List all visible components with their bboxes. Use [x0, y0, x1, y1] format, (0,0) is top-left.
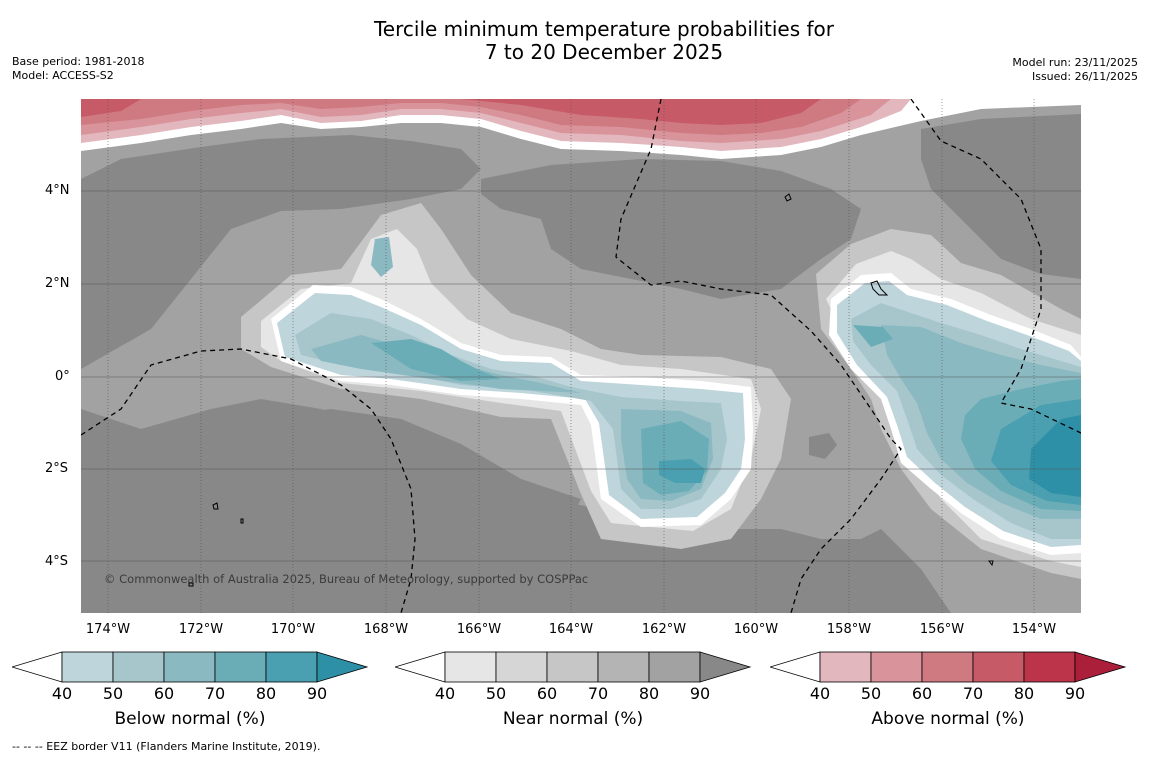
island-north: [784, 193, 792, 202]
colorbar-below-normal: [12, 651, 369, 683]
title-line-1: Tercile minimum temperature probabilitie…: [373, 17, 835, 41]
below-normal-80-west: [371, 339, 709, 495]
below-normal-small-island-blob: [371, 237, 393, 277]
cbar-near-tick-90: 90: [689, 684, 711, 703]
cbar-above-label: Above normal (%): [871, 709, 1025, 729]
cbar-below-label: Below normal (%): [114, 709, 266, 729]
below-colorbar-high-extend: [316, 651, 369, 683]
cbar-below-tick-70: 70: [204, 684, 226, 703]
below-normal-90plus-east: [1029, 415, 1081, 497]
cbar-above-tick-80: 80: [1013, 684, 1035, 703]
above-colorbar-high-extend: [1074, 651, 1127, 683]
lon-label-160w: 160°W: [733, 622, 779, 637]
title-line-2: 7 to 20 December 2025: [484, 40, 724, 64]
below-colorbar-segment-5: [265, 651, 318, 683]
cbar-near-tick-80: 80: [638, 684, 660, 703]
cbar-below-tick-60: 60: [153, 684, 175, 703]
lon-label-170w: 170°W: [270, 622, 316, 637]
above-colorbar-segment-2: [870, 651, 923, 683]
island-southwest-2: [240, 518, 244, 524]
near-normal-90-north-east: [921, 114, 1081, 279]
below-colorbar-segment-4: [214, 651, 267, 683]
eez-border-center: [615, 99, 902, 613]
cbar-near-label: Near normal (%): [502, 709, 644, 729]
islands: [188, 193, 994, 587]
near-normal-90-center-south: [211, 409, 581, 519]
lon-label-162w: 162°W: [641, 622, 687, 637]
lat-label-4s: 4°S: [45, 554, 69, 569]
eez-border-east: [910, 99, 1081, 434]
cbar-near-tick-50: 50: [485, 684, 507, 703]
near-colorbar-segment-5: [648, 651, 701, 683]
colorbar-near-normal: [395, 651, 752, 683]
above-colorbar-low-extend: [770, 651, 821, 683]
near-normal-90-north-west: [81, 135, 481, 369]
below-colorbar-segment-3: [163, 651, 216, 683]
below-normal-90-west: [659, 459, 705, 483]
cbar-above-tick-50: 50: [860, 684, 882, 703]
eez-footnote: -- -- -- EEZ border V11 (Flanders Marine…: [12, 740, 321, 753]
near-colorbar-segment-1: [444, 651, 497, 683]
eez-border-west: [81, 348, 416, 613]
cbar-near-tick-40: 40: [434, 684, 456, 703]
near-colorbar-segment-4: [597, 651, 650, 683]
meta-left: Base period: 1981-2018 Model: ACCESS-S2: [12, 55, 144, 83]
lon-label-164w: 164°W: [548, 622, 594, 637]
below-colorbar-segment-2: [112, 651, 165, 683]
near-normal-90-patch: [809, 433, 837, 459]
cbar-below-tick-40: 40: [51, 684, 73, 703]
island-southwest-1: [212, 502, 219, 510]
copyright-notice: © Commonwealth of Australia 2025, Bureau…: [104, 572, 589, 586]
near-normal-90-north-center: [481, 159, 861, 299]
cbar-below-tick-50: 50: [102, 684, 124, 703]
island-southeast: [988, 560, 994, 567]
lat-label-0: 0°: [55, 369, 70, 384]
cbar-near-tick-60: 60: [536, 684, 558, 703]
near-colorbar-high-extend: [699, 651, 752, 683]
cbar-near-tick-70: 70: [587, 684, 609, 703]
above-colorbar-segment-5: [1023, 651, 1076, 683]
model-run: Model run: 23/11/2025: [1012, 56, 1138, 69]
above-normal-80: [81, 99, 821, 125]
above-colorbar-segment-4: [972, 651, 1025, 683]
model-name: Model: ACCESS-S2: [12, 69, 114, 82]
near-colorbar-low-extend: [395, 651, 446, 683]
lon-label-172w: 172°W: [178, 622, 224, 637]
cbar-above-tick-40: 40: [809, 684, 831, 703]
lon-label-174w: 174°W: [85, 622, 131, 637]
issued-date: Issued: 26/11/2025: [1031, 70, 1138, 83]
gridlines: [81, 99, 1081, 613]
below-colorbar-segment-1: [61, 651, 114, 683]
meta-right: Model run: 23/11/2025 Issued: 26/11/2025: [1012, 56, 1138, 84]
lat-label-2n: 2°N: [45, 276, 70, 291]
lat-label-4n: 4°N: [45, 183, 70, 198]
base-period: Base period: 1981-2018: [12, 55, 145, 68]
near-colorbar-segment-3: [546, 651, 599, 683]
cbar-above-tick-70: 70: [962, 684, 984, 703]
lon-label-166w: 166°W: [456, 622, 502, 637]
island-south: [188, 582, 194, 587]
below-colorbar-low-extend: [12, 651, 63, 683]
lon-label-154w: 154°W: [1011, 622, 1057, 637]
cbar-above-tick-90: 90: [1064, 684, 1086, 703]
colorbar-above-normal: [770, 651, 1127, 683]
lon-label-158w: 158°W: [826, 622, 872, 637]
lon-label-168w: 168°W: [363, 622, 409, 637]
lat-label-2s: 2°S: [45, 461, 69, 476]
near-colorbar-segment-2: [495, 651, 548, 683]
island-christmas: [870, 280, 889, 296]
eez-borders: [81, 99, 1081, 613]
cbar-above-tick-60: 60: [911, 684, 933, 703]
cbar-below-tick-90: 90: [306, 684, 328, 703]
lon-label-156w: 156°W: [919, 622, 965, 637]
probability-map: [81, 99, 1081, 613]
above-colorbar-segment-3: [921, 651, 974, 683]
cbar-below-tick-80: 80: [255, 684, 277, 703]
above-colorbar-segment-1: [819, 651, 872, 683]
map-title: Tercile minimum temperature probabilitie…: [0, 18, 1150, 64]
